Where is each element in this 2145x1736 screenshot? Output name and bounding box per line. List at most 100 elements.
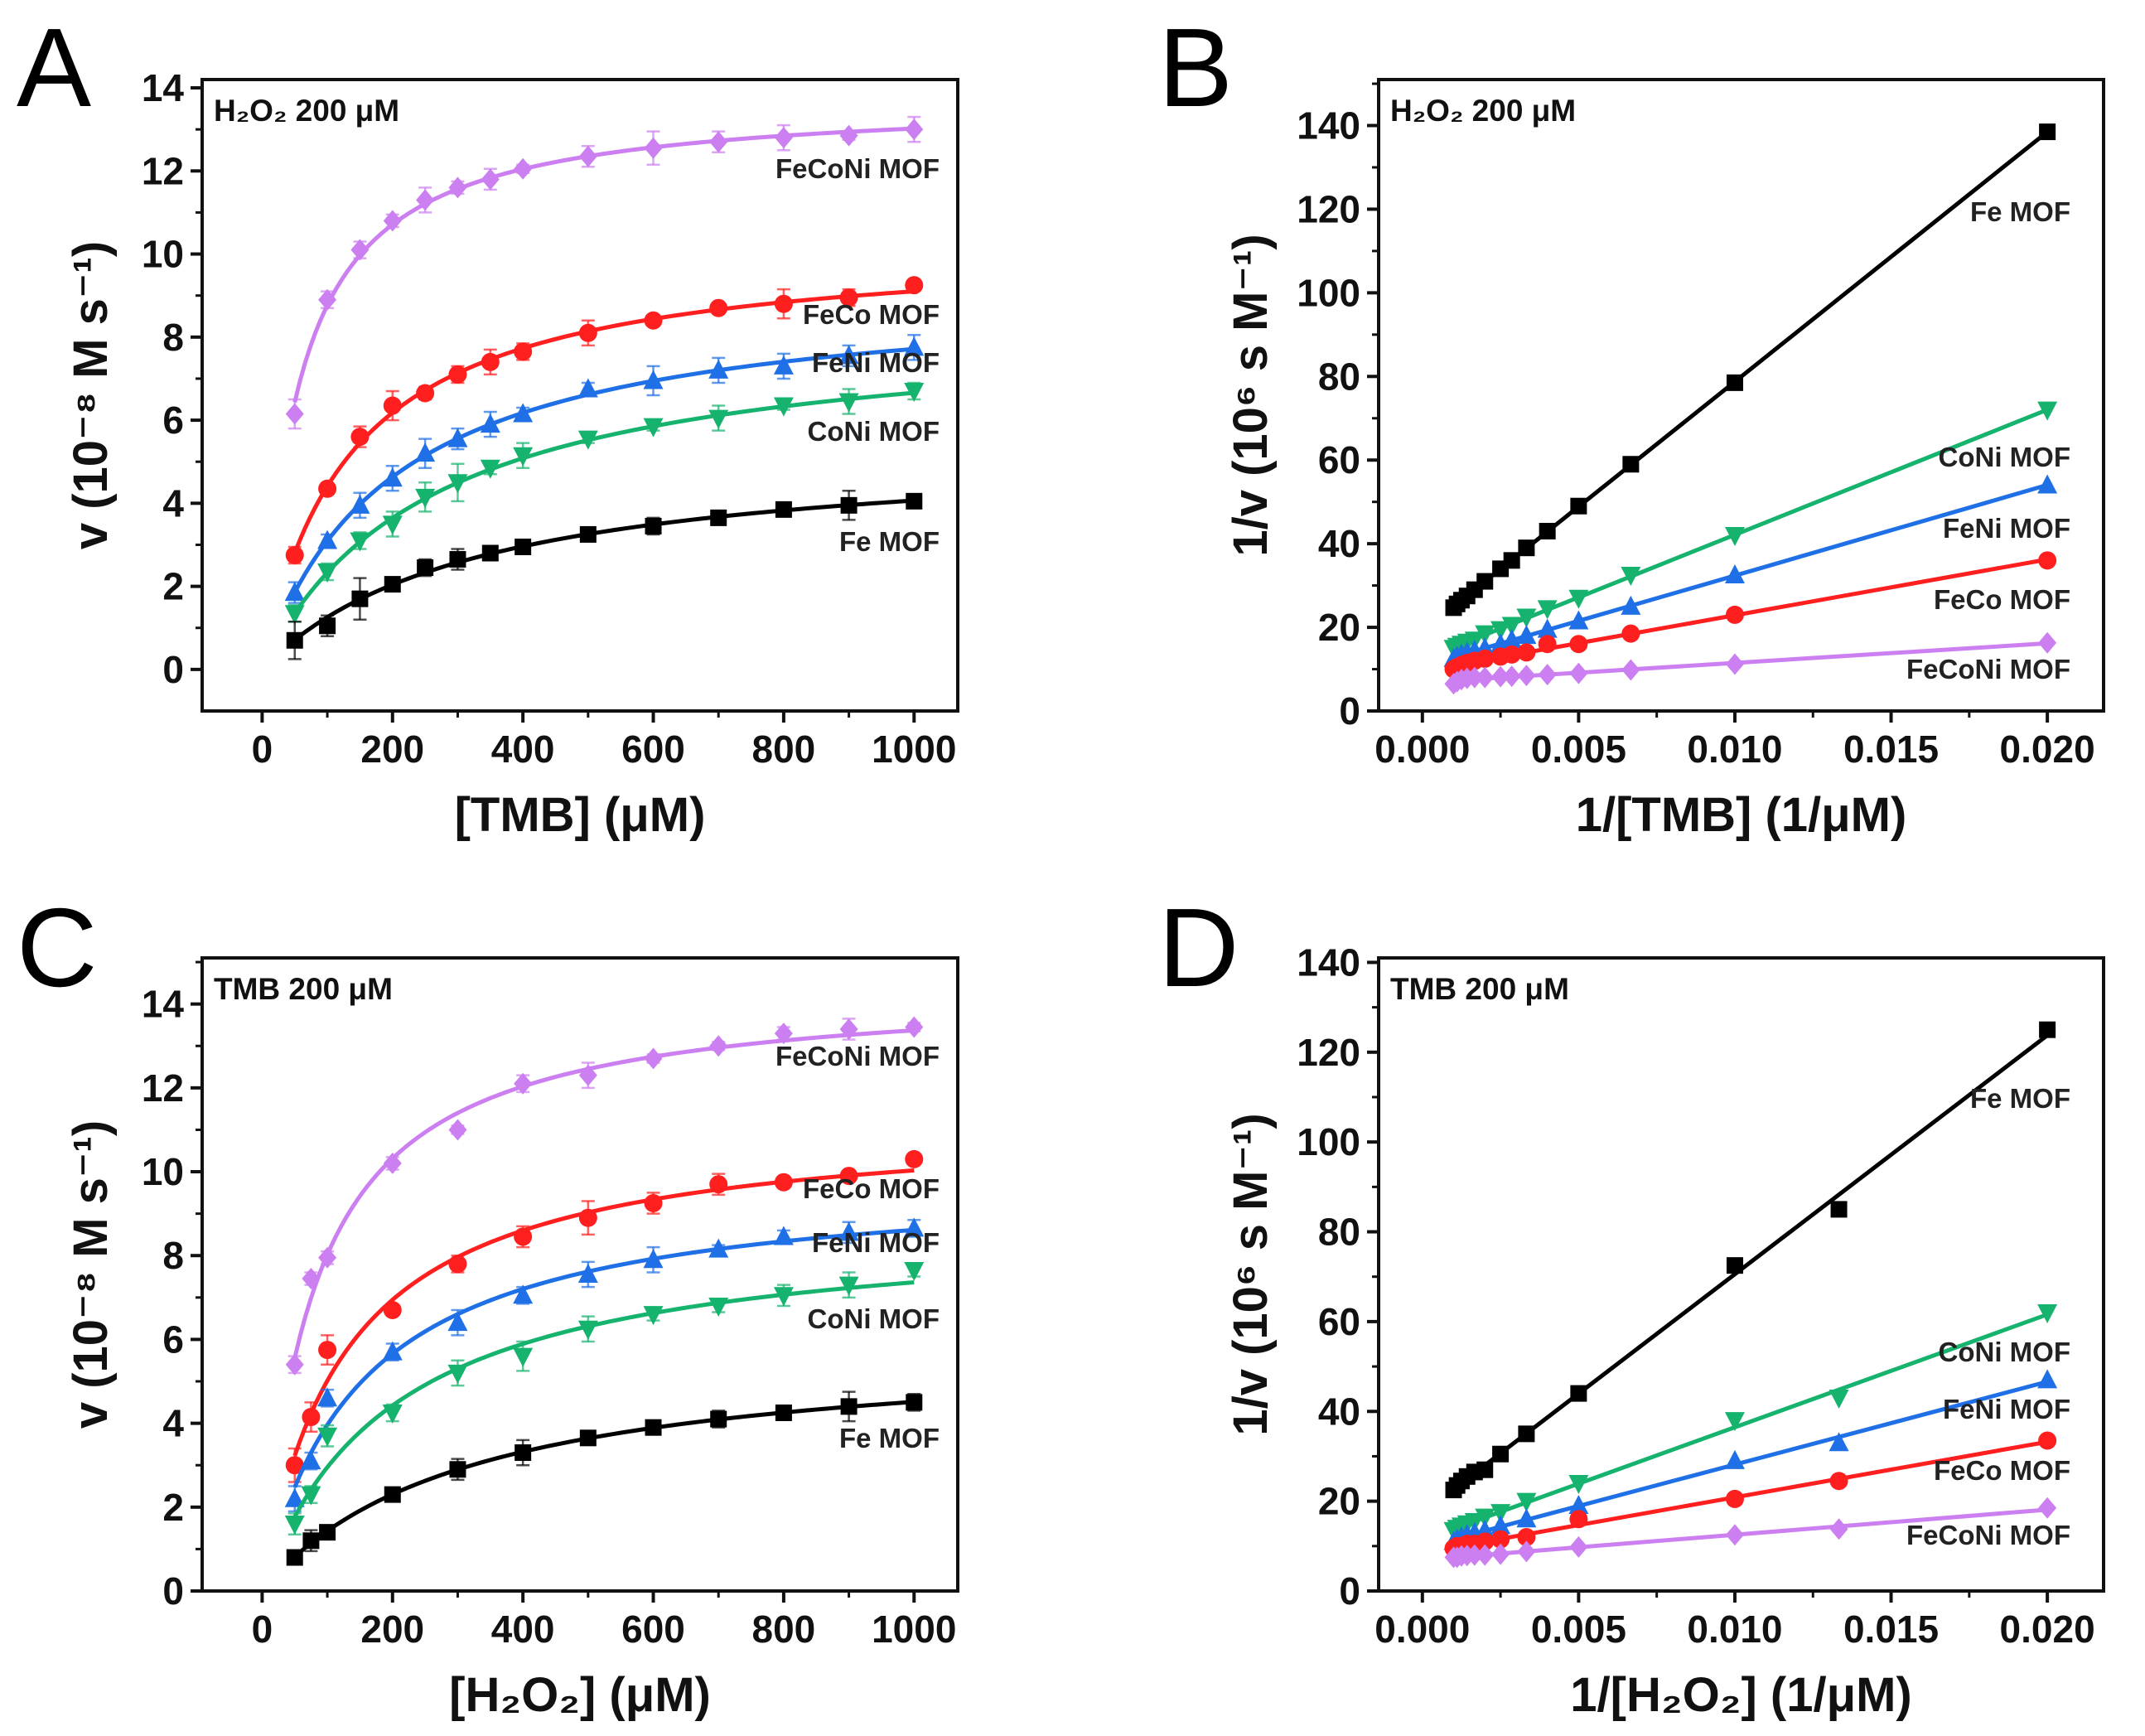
data-point bbox=[840, 496, 858, 514]
data-point bbox=[318, 479, 337, 498]
data-point bbox=[839, 124, 858, 147]
fit-line bbox=[292, 1028, 915, 1359]
y-tick-label: 0 bbox=[162, 648, 184, 691]
fit-line bbox=[292, 1168, 915, 1457]
data-point bbox=[1621, 595, 1641, 615]
data-point bbox=[319, 1524, 336, 1541]
data-point bbox=[513, 447, 534, 467]
data-point bbox=[577, 1264, 598, 1283]
data-point bbox=[839, 288, 858, 307]
data-point bbox=[775, 500, 792, 518]
x-tick-label: 0.000 bbox=[1374, 728, 1470, 771]
data-point bbox=[1503, 552, 1520, 569]
series-label: Fe MOF bbox=[839, 526, 940, 557]
data-point bbox=[285, 1353, 304, 1376]
series-label: Fe MOF bbox=[1970, 196, 2070, 227]
series-label: FeNi MOF bbox=[812, 1227, 940, 1258]
y-tick-label: 80 bbox=[1318, 355, 1360, 398]
data-point bbox=[1491, 1530, 1510, 1549]
series-label: FeNi MOF bbox=[1943, 513, 2070, 544]
data-point bbox=[318, 1246, 337, 1269]
data-point bbox=[904, 1217, 925, 1237]
y-tick-label: 40 bbox=[1318, 522, 1360, 565]
data-point bbox=[839, 1167, 858, 1186]
x-tick-label: 800 bbox=[752, 1608, 816, 1651]
data-point bbox=[1621, 624, 1640, 643]
x-axis-title: 1/[H₂O₂] (1/μM) bbox=[1570, 1668, 1911, 1722]
data-point bbox=[1465, 1544, 1484, 1566]
data-point bbox=[775, 1404, 792, 1421]
data-point bbox=[709, 1175, 728, 1194]
data-point bbox=[481, 168, 500, 191]
y-axis-title: v (10⁻⁸ M s⁻¹) bbox=[64, 1120, 118, 1429]
data-point bbox=[351, 590, 369, 607]
y-tick-label: 12 bbox=[142, 1066, 184, 1110]
data-point bbox=[285, 1456, 304, 1475]
data-point bbox=[578, 1208, 597, 1227]
data-point bbox=[904, 1261, 925, 1281]
data-point bbox=[1518, 539, 1535, 557]
data-point bbox=[1517, 1540, 1536, 1563]
data-point bbox=[904, 336, 925, 356]
data-point bbox=[906, 492, 923, 510]
data-point bbox=[1568, 1495, 1589, 1515]
fit-line bbox=[293, 1400, 915, 1559]
data-point bbox=[838, 1276, 859, 1296]
data-point bbox=[318, 1341, 337, 1360]
condition-label: TMB 200 μM bbox=[214, 972, 393, 1006]
data-point bbox=[514, 342, 533, 361]
y-tick-label: 10 bbox=[142, 1150, 184, 1193]
data-point bbox=[1502, 665, 1521, 688]
panel-d: D 0.000 0.005 0.010 0.015 0.020 0 20 40 60 80 100 12… bbox=[1158, 885, 2105, 1722]
series-feco-mof: FeCo MOF bbox=[285, 1149, 940, 1483]
data-point bbox=[2037, 401, 2058, 421]
x-tick-label: 800 bbox=[752, 728, 816, 771]
x-tick-label: 0.005 bbox=[1531, 728, 1626, 771]
data-point bbox=[1724, 563, 1745, 583]
series-feconi-mof: FeCoNi MOF bbox=[1444, 1497, 2070, 1569]
plot-frame bbox=[1377, 956, 2105, 1593]
x-axis-title: [H₂O₂] (μM) bbox=[449, 1668, 711, 1722]
fit-line bbox=[1453, 1439, 2048, 1550]
data-point bbox=[643, 1306, 664, 1326]
data-point bbox=[1490, 1504, 1511, 1524]
data-point bbox=[301, 1486, 321, 1506]
data-point bbox=[773, 1226, 794, 1245]
data-point bbox=[1724, 1449, 1745, 1469]
x-tick-label: 0.015 bbox=[1843, 728, 1939, 771]
data-point bbox=[1492, 1445, 1510, 1463]
data-point bbox=[1538, 664, 1557, 686]
data-point bbox=[774, 127, 793, 149]
series-label: Fe MOF bbox=[839, 1423, 940, 1453]
fit-line bbox=[1453, 1507, 2048, 1559]
data-point bbox=[384, 1486, 401, 1503]
data-point bbox=[284, 1487, 305, 1507]
data-point bbox=[1490, 1515, 1511, 1535]
data-point bbox=[906, 1394, 923, 1411]
data-point bbox=[350, 494, 370, 514]
data-point bbox=[773, 355, 794, 375]
x-tick-label: 0.020 bbox=[2000, 1608, 2095, 1651]
data-point bbox=[382, 1341, 403, 1361]
data-point bbox=[1476, 1461, 1494, 1478]
data-point bbox=[449, 1461, 466, 1478]
data-point bbox=[709, 131, 728, 153]
y-tick-label: 20 bbox=[1318, 1480, 1360, 1523]
y-axis-title: v (10⁻⁸ M s⁻¹) bbox=[64, 241, 118, 549]
series-feco-mof: FeCo MOF bbox=[285, 276, 940, 565]
condition-label: TMB 200 μM bbox=[1390, 972, 1569, 1006]
panel-c: C 0 200 400 600 800 1000 0 2 4 6 8 10 12 14 [H₂O₂] (μM)… bbox=[17, 885, 959, 1722]
data-point bbox=[318, 288, 337, 311]
data-point bbox=[384, 576, 401, 593]
data-point bbox=[1516, 1508, 1537, 1528]
x-tick-label: 600 bbox=[621, 1608, 685, 1651]
data-point bbox=[2037, 1369, 2058, 1389]
data-point bbox=[1537, 618, 1558, 638]
condition-label: H₂O₂ 200 μM bbox=[1390, 94, 1576, 128]
data-point bbox=[417, 559, 434, 577]
series-label: FeCo MOF bbox=[1934, 1455, 2070, 1486]
data-point bbox=[284, 605, 305, 625]
panel-letter: B bbox=[1158, 5, 1233, 130]
data-point bbox=[1725, 653, 1744, 675]
x-tick-label: 1000 bbox=[872, 1608, 956, 1651]
